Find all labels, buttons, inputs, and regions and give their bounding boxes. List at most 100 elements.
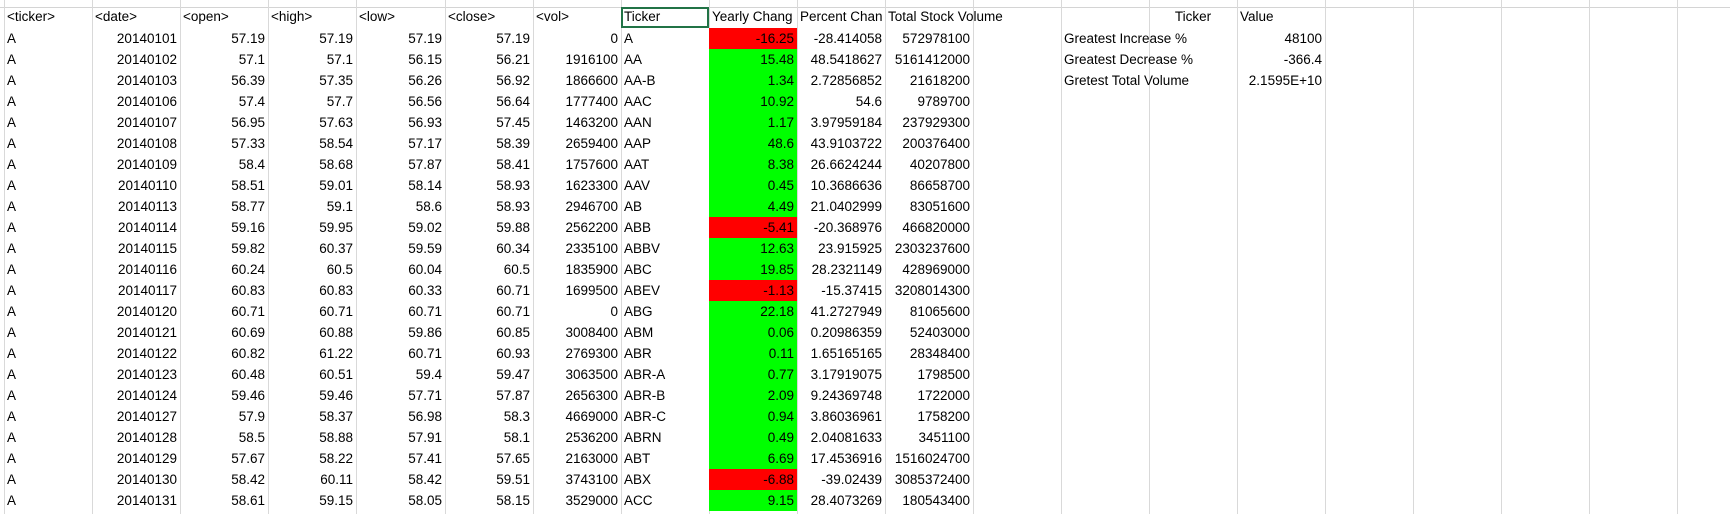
summary-cell[interactable]: 2.04081633 <box>810 430 882 445</box>
summary-cell[interactable]: 9789700 <box>917 94 970 109</box>
yearly-change-cell[interactable]: 0.94 <box>709 406 797 427</box>
stock-cell[interactable]: 56.39 <box>231 73 265 88</box>
stock-cell[interactable]: 60.5 <box>503 262 530 277</box>
stock-cell[interactable]: 59.86 <box>408 325 442 340</box>
stock-cell[interactable]: 2536200 <box>565 430 618 445</box>
stock-cell[interactable]: 58.1 <box>503 430 530 445</box>
summary-cell[interactable]: AAT <box>624 157 650 172</box>
yearly-change-cell[interactable]: 8.38 <box>709 154 797 175</box>
stock-cell[interactable]: 1916100 <box>565 52 618 67</box>
summary-cell[interactable]: 81065600 <box>909 304 970 319</box>
stock-cell[interactable]: 58.41 <box>496 157 530 172</box>
stock-cell[interactable]: A <box>7 409 17 424</box>
stock-cell[interactable]: 57.45 <box>496 115 530 130</box>
summary-cell[interactable]: 21.0402999 <box>810 199 882 214</box>
stock-cell[interactable]: 58.05 <box>408 493 442 508</box>
greatest-label-cell[interactable]: Gretest Total Volume <box>1064 73 1190 88</box>
stock-cell[interactable]: 3529000 <box>565 493 618 508</box>
stock-cell[interactable]: 59.01 <box>319 178 353 193</box>
summary-cell[interactable]: ABR <box>624 346 652 361</box>
stock-cell[interactable]: 56.26 <box>408 73 442 88</box>
stock-cell[interactable]: 20140131 <box>116 493 177 508</box>
stock-cell[interactable]: 58.54 <box>319 136 353 151</box>
stock-cell[interactable]: 60.82 <box>231 346 265 361</box>
summary-cell[interactable]: 9.24369748 <box>810 388 882 403</box>
summary-cell[interactable]: AAC <box>624 94 652 109</box>
summary-cell[interactable]: ABG <box>624 304 653 319</box>
stock-cell[interactable]: A <box>7 304 17 319</box>
summary-cell[interactable]: 180543400 <box>902 493 970 508</box>
stock-header-cell[interactable]: <open> <box>183 9 229 24</box>
summary-cell[interactable]: 3085372400 <box>894 472 970 487</box>
stock-cell[interactable]: 20140117 <box>117 283 177 298</box>
summary-cell[interactable]: 10.3686636 <box>810 178 882 193</box>
summary-cell[interactable]: ABBV <box>624 241 661 256</box>
summary-cell[interactable]: ABX <box>624 472 652 487</box>
yearly-change-cell[interactable]: -1.13 <box>709 280 797 301</box>
stock-cell[interactable]: 59.4 <box>415 367 442 382</box>
summary-cell[interactable]: ABRN <box>624 430 662 445</box>
stock-cell[interactable]: 59.82 <box>231 241 265 256</box>
stock-cell[interactable]: 57.71 <box>408 388 442 403</box>
stock-cell[interactable]: 57.41 <box>408 451 442 466</box>
stock-cell[interactable]: 57.87 <box>496 388 530 403</box>
summary-cell[interactable]: 17.4536916 <box>810 451 882 466</box>
summary-cell[interactable]: 1.65165165 <box>810 346 882 361</box>
greatest-header-value[interactable]: Value <box>1240 9 1274 24</box>
summary-header-cell[interactable]: Percent Chan <box>800 9 883 24</box>
summary-cell[interactable]: 21618200 <box>909 73 970 88</box>
stock-cell[interactable]: 2562200 <box>565 220 618 235</box>
stock-cell[interactable]: 56.92 <box>496 73 530 88</box>
stock-cell[interactable]: A <box>7 451 17 466</box>
stock-cell[interactable]: 20140128 <box>116 430 177 445</box>
summary-cell[interactable]: ABM <box>624 325 654 340</box>
stock-cell[interactable]: 59.88 <box>496 220 530 235</box>
summary-cell[interactable]: 0.20986359 <box>810 325 882 340</box>
summary-cell[interactable]: 83051600 <box>909 199 970 214</box>
stock-cell[interactable]: 60.04 <box>408 262 442 277</box>
yearly-change-cell[interactable]: 1.34 <box>709 70 797 91</box>
stock-cell[interactable]: 20140129 <box>116 451 177 466</box>
stock-cell[interactable]: A <box>7 388 17 403</box>
summary-cell[interactable]: -39.02439 <box>821 472 882 487</box>
yearly-change-cell[interactable]: 15.48 <box>709 49 797 70</box>
stock-cell[interactable]: 60.34 <box>496 241 530 256</box>
stock-cell[interactable]: A <box>7 220 17 235</box>
stock-cell[interactable]: A <box>7 262 17 277</box>
stock-cell[interactable]: 58.93 <box>496 199 530 214</box>
stock-cell[interactable]: 20140113 <box>117 199 177 214</box>
stock-cell[interactable]: 20140114 <box>117 220 177 235</box>
stock-cell[interactable]: 60.33 <box>408 283 442 298</box>
stock-cell[interactable]: 2163000 <box>565 451 618 466</box>
stock-cell[interactable]: 20140101 <box>116 31 177 46</box>
stock-cell[interactable]: 20140130 <box>116 472 177 487</box>
stock-cell[interactable]: 20140107 <box>116 115 177 130</box>
stock-cell[interactable]: A <box>7 199 17 214</box>
summary-cell[interactable]: ABT <box>624 451 651 466</box>
summary-cell[interactable]: 1758200 <box>917 409 970 424</box>
stock-cell[interactable]: 60.71 <box>408 304 442 319</box>
summary-cell[interactable]: 2303237600 <box>894 241 970 256</box>
yearly-change-cell[interactable]: 2.09 <box>709 385 797 406</box>
summary-cell[interactable]: 1798500 <box>917 367 970 382</box>
stock-cell[interactable]: 20140110 <box>117 178 177 193</box>
stock-cell[interactable]: 20140103 <box>116 73 177 88</box>
summary-header-cell[interactable]: Total Stock Volume <box>888 9 1003 24</box>
stock-cell[interactable]: 57.1 <box>238 52 265 67</box>
stock-cell[interactable]: 56.15 <box>408 52 442 67</box>
stock-header-cell[interactable]: <date> <box>95 9 138 24</box>
stock-cell[interactable]: 2335100 <box>565 241 618 256</box>
stock-cell[interactable]: 20140121 <box>116 325 177 340</box>
yearly-change-cell[interactable]: 1.17 <box>709 112 797 133</box>
greatest-value-cell[interactable]: -366.4 <box>1283 52 1322 67</box>
greatest-label-cell[interactable]: Greatest Increase % <box>1064 31 1188 46</box>
stock-cell[interactable]: 1623300 <box>565 178 618 193</box>
summary-cell[interactable]: 466820000 <box>902 220 970 235</box>
summary-cell[interactable]: 52403000 <box>909 325 970 340</box>
summary-cell[interactable]: ABB <box>624 220 652 235</box>
stock-cell[interactable]: 20140124 <box>116 388 177 403</box>
summary-cell[interactable]: 3.97959184 <box>810 115 882 130</box>
yearly-change-cell[interactable]: 4.49 <box>709 196 797 217</box>
stock-cell[interactable]: A <box>7 94 17 109</box>
